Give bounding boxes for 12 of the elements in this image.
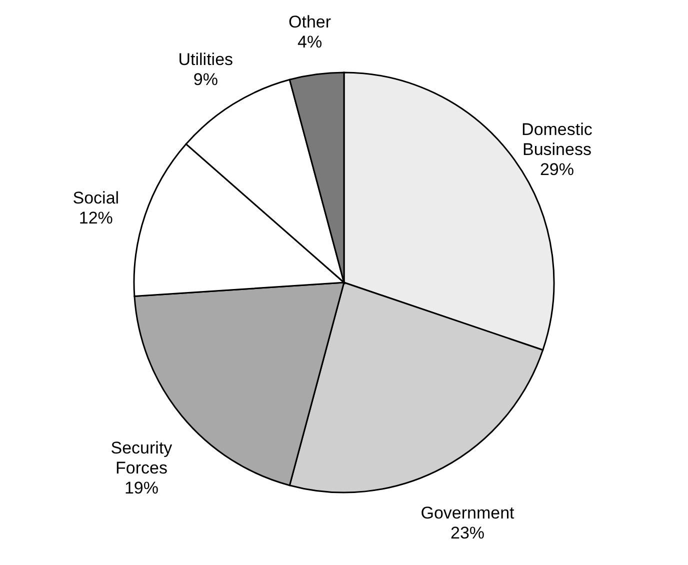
data-label: 9% bbox=[193, 70, 218, 90]
data-label: 23% bbox=[450, 524, 485, 543]
data-label: 4% bbox=[298, 32, 322, 52]
slice-label: Utilities bbox=[178, 50, 234, 70]
data-label: 19% bbox=[124, 478, 158, 498]
slice-label: Other bbox=[288, 12, 332, 32]
slice-label: Social bbox=[72, 188, 120, 208]
data-label: 29% bbox=[540, 160, 574, 179]
data-label: 12% bbox=[78, 208, 113, 228]
slice-label: Government bbox=[420, 504, 515, 523]
slice-label: Security Forces bbox=[110, 438, 173, 478]
slice-label: Domestic Business bbox=[522, 120, 593, 159]
